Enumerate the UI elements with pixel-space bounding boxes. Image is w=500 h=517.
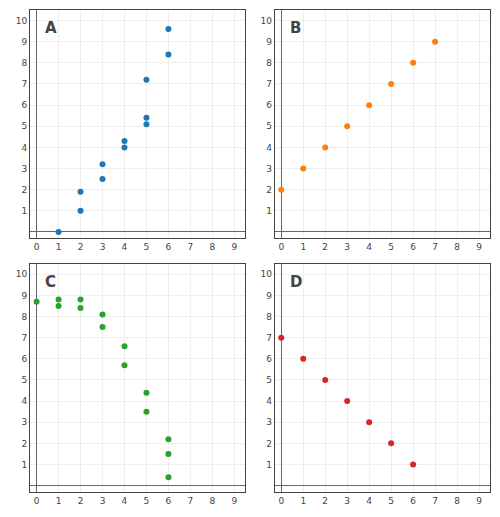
svg-text:10: 10	[16, 16, 28, 26]
svg-text:6: 6	[21, 100, 27, 110]
svg-text:7: 7	[188, 242, 194, 252]
svg-text:1: 1	[300, 496, 306, 506]
svg-text:5: 5	[388, 242, 394, 252]
svg-text:9: 9	[231, 242, 237, 252]
svg-text:7: 7	[432, 496, 438, 506]
svg-text:8: 8	[266, 58, 272, 68]
svg-text:1: 1	[266, 460, 272, 470]
svg-text:3: 3	[344, 242, 350, 252]
svg-text:2: 2	[78, 242, 84, 252]
svg-text:6: 6	[266, 354, 272, 364]
svg-text:0: 0	[278, 496, 284, 506]
svg-text:7: 7	[188, 496, 194, 506]
svg-text:5: 5	[266, 121, 272, 131]
svg-text:5: 5	[388, 496, 394, 506]
svg-text:4: 4	[21, 396, 27, 406]
svg-text:4: 4	[366, 496, 372, 506]
svg-text:9: 9	[266, 37, 272, 47]
svg-text:3: 3	[100, 496, 106, 506]
svg-text:8: 8	[454, 242, 460, 252]
svg-text:6: 6	[266, 100, 272, 110]
svg-text:2: 2	[266, 185, 272, 195]
svg-text:1: 1	[266, 206, 272, 216]
svg-text:5: 5	[266, 375, 272, 385]
svg-text:D: D	[290, 273, 302, 291]
svg-text:5: 5	[144, 496, 150, 506]
svg-text:2: 2	[21, 185, 27, 195]
svg-text:B: B	[290, 19, 301, 37]
svg-text:1: 1	[300, 242, 306, 252]
svg-text:3: 3	[344, 496, 350, 506]
svg-text:6: 6	[21, 354, 27, 364]
svg-text:9: 9	[231, 496, 237, 506]
svg-text:0: 0	[34, 242, 40, 252]
svg-text:9: 9	[266, 291, 272, 301]
svg-text:1: 1	[21, 206, 27, 216]
svg-text:4: 4	[266, 143, 272, 153]
svg-text:10: 10	[260, 16, 272, 26]
svg-text:4: 4	[366, 242, 372, 252]
svg-text:9: 9	[476, 496, 482, 506]
svg-text:8: 8	[21, 58, 27, 68]
svg-text:2: 2	[322, 496, 328, 506]
svg-text:4: 4	[266, 396, 272, 406]
svg-text:A: A	[45, 19, 57, 37]
svg-text:6: 6	[410, 242, 416, 252]
svg-text:7: 7	[21, 333, 27, 343]
svg-text:5: 5	[21, 375, 27, 385]
svg-text:9: 9	[21, 37, 27, 47]
svg-text:1: 1	[56, 496, 62, 506]
svg-text:6: 6	[166, 242, 172, 252]
svg-text:2: 2	[21, 439, 27, 449]
svg-text:3: 3	[21, 417, 27, 427]
svg-text:4: 4	[21, 143, 27, 153]
svg-text:9: 9	[21, 291, 27, 301]
svg-text:8: 8	[209, 496, 215, 506]
svg-text:0: 0	[34, 496, 40, 506]
svg-text:1: 1	[21, 460, 27, 470]
svg-text:8: 8	[21, 312, 27, 322]
svg-text:9: 9	[476, 242, 482, 252]
svg-text:1: 1	[56, 242, 62, 252]
svg-text:10: 10	[16, 269, 28, 279]
svg-text:2: 2	[322, 242, 328, 252]
svg-text:2: 2	[78, 496, 84, 506]
svg-text:4: 4	[122, 242, 128, 252]
svg-text:6: 6	[410, 496, 416, 506]
svg-text:7: 7	[21, 79, 27, 89]
svg-text:8: 8	[454, 496, 460, 506]
svg-text:8: 8	[266, 312, 272, 322]
svg-text:3: 3	[100, 242, 106, 252]
svg-text:3: 3	[266, 417, 272, 427]
svg-text:7: 7	[266, 333, 272, 343]
svg-text:3: 3	[266, 164, 272, 174]
svg-text:5: 5	[21, 121, 27, 131]
svg-text:6: 6	[166, 496, 172, 506]
svg-text:2: 2	[266, 439, 272, 449]
svg-text:10: 10	[260, 269, 272, 279]
svg-text:C: C	[45, 273, 56, 291]
svg-text:3: 3	[21, 164, 27, 174]
svg-text:8: 8	[209, 242, 215, 252]
svg-text:7: 7	[266, 79, 272, 89]
svg-text:0: 0	[278, 242, 284, 252]
svg-text:4: 4	[122, 496, 128, 506]
svg-text:5: 5	[144, 242, 150, 252]
svg-text:7: 7	[432, 242, 438, 252]
